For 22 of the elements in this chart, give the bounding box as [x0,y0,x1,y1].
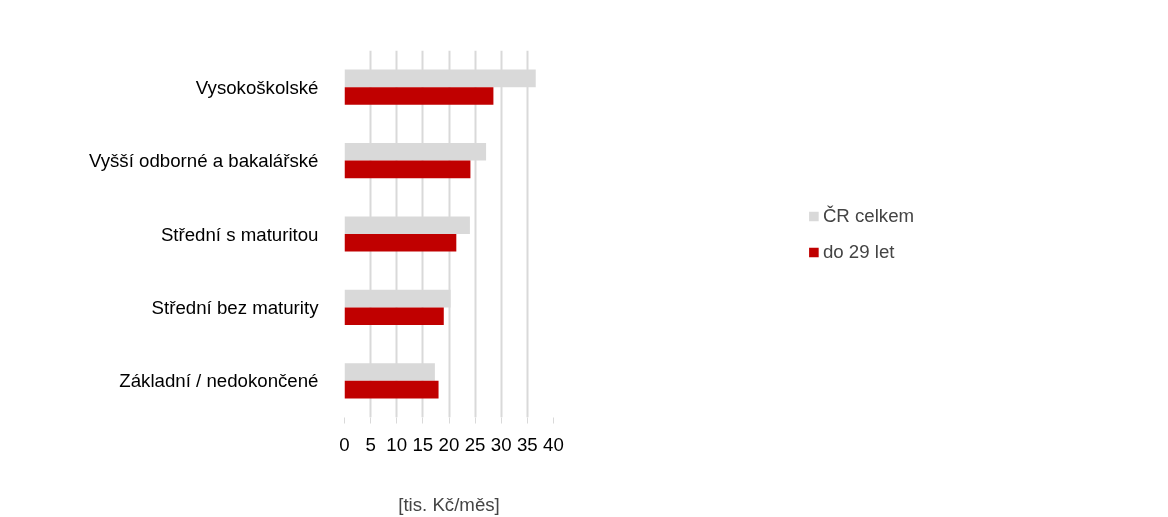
bar [344,380,439,399]
y-tick-label: Střední bez maturity [151,296,320,318]
x-tick-label: 25 [464,433,486,455]
x-tick-label: 0 [339,433,350,455]
x-tick-label: 5 [365,433,376,455]
x-tick-label: 20 [438,433,460,455]
bar [344,87,494,105]
x-tick-label: 35 [517,433,538,455]
y-tick-label: Vysokoškolské [195,76,319,98]
legend-label: do 29 let [822,240,895,263]
bar [344,234,457,252]
y-tick-label: Základní / nedokončené [119,370,319,392]
x-axis-title: [tis. Kč/měs] [398,493,500,515]
y-tick-label: Vyšší odborné a bakalářské [88,150,319,172]
legend-label: ČR celkem [822,204,915,227]
x-tick-label: 40 [543,433,564,455]
y-tick-label: Střední s maturitou [160,223,319,245]
x-tick-label: 10 [386,433,408,455]
x-tick-label: 15 [412,433,434,455]
bar [344,160,471,179]
bar [344,307,444,326]
x-tick-label: 30 [490,433,512,455]
